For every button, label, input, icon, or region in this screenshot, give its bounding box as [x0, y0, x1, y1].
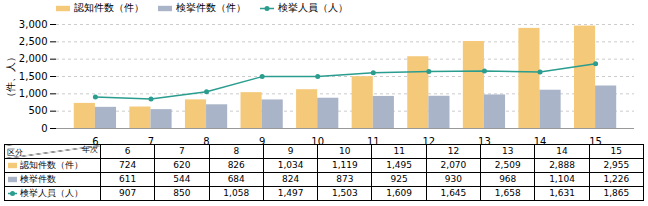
svg-text:2,000: 2,000	[19, 53, 48, 64]
html-text:検挙人員（人）: 検挙人員（人）	[278, 2, 348, 13]
html-text:724: 724	[119, 160, 137, 170]
html-text:認知件数（件）: 認知件数（件）	[20, 160, 83, 170]
svg-text:14: 14	[534, 136, 547, 144]
svg-text:7: 7	[148, 136, 154, 144]
svg-text:11: 11	[367, 136, 380, 144]
html-text:10: 10	[339, 146, 351, 156]
html-text:620: 620	[173, 160, 191, 170]
html-text:15: 15	[610, 146, 623, 156]
html-text:検挙件数: 検挙件数	[20, 174, 56, 184]
html-text:1,503: 1,503	[332, 188, 358, 198]
svg-text:1,500: 1,500	[19, 71, 48, 82]
html-text:1,609: 1,609	[386, 188, 412, 198]
html-text:826: 826	[227, 160, 245, 170]
html-text:930: 930	[444, 174, 462, 184]
html-text:544: 544	[173, 174, 191, 184]
svg-text:9: 9	[259, 136, 265, 144]
svg-text:13: 13	[478, 136, 491, 144]
svg-text:12: 12	[422, 136, 435, 144]
html-text:1,119: 1,119	[332, 160, 358, 170]
html-text:611: 611	[119, 174, 137, 184]
svg-text:500: 500	[28, 105, 47, 116]
html-text:13: 13	[502, 146, 514, 156]
svg-text:（件、人）: （件、人）	[5, 52, 16, 102]
html-text:検挙人員（人）: 検挙人員（人）	[20, 188, 83, 198]
html-text:8: 8	[233, 146, 240, 156]
html-text:1,631: 1,631	[549, 188, 575, 198]
html-text:968: 968	[499, 174, 517, 184]
html-text:2,888: 2,888	[549, 160, 575, 170]
html-text:1,497: 1,497	[277, 188, 304, 198]
html-text:684: 684	[227, 174, 245, 184]
html-text:1,645: 1,645	[440, 188, 467, 198]
svg-text:10: 10	[311, 136, 324, 144]
html-text:925: 925	[390, 174, 408, 184]
html-text:認知件数（件）: 認知件数（件）	[74, 2, 144, 13]
svg-text:6: 6	[92, 136, 98, 144]
html-text:2,509: 2,509	[494, 160, 521, 170]
svg-text:15: 15	[589, 136, 602, 144]
html-text:824: 824	[281, 174, 300, 184]
html-text:2,955: 2,955	[603, 160, 630, 170]
html-text:年次: 年次	[82, 145, 98, 154]
html-text:14: 14	[556, 146, 568, 156]
html-text:12: 12	[447, 146, 460, 156]
html-text:検挙件数（件）: 検挙件数（件）	[176, 2, 246, 13]
html-text:1,034: 1,034	[277, 160, 304, 170]
svg-text:8: 8	[203, 136, 209, 144]
svg-text:2,500: 2,500	[19, 36, 48, 47]
html-text:1,058: 1,058	[223, 188, 250, 198]
html-text:11: 11	[393, 146, 405, 156]
html-text:2,070: 2,070	[440, 160, 467, 170]
html-text:1,104: 1,104	[549, 174, 575, 184]
html-text:1,658: 1,658	[494, 188, 521, 198]
html-text:873: 873	[336, 174, 354, 184]
svg-text:1,000: 1,000	[19, 88, 48, 99]
svg-text:3,000: 3,000	[19, 19, 48, 30]
html-text:907: 907	[119, 188, 137, 198]
html-text:1,865: 1,865	[603, 188, 630, 198]
html-text:7: 7	[179, 146, 185, 156]
html-text:1,495: 1,495	[386, 160, 412, 170]
html-text:850: 850	[173, 188, 191, 198]
html-text:6: 6	[124, 146, 131, 156]
html-text:区分: 区分	[7, 148, 23, 157]
html-text:1,226: 1,226	[603, 174, 630, 184]
svg-text:0: 0	[41, 123, 47, 134]
html-text:9: 9	[287, 146, 294, 156]
